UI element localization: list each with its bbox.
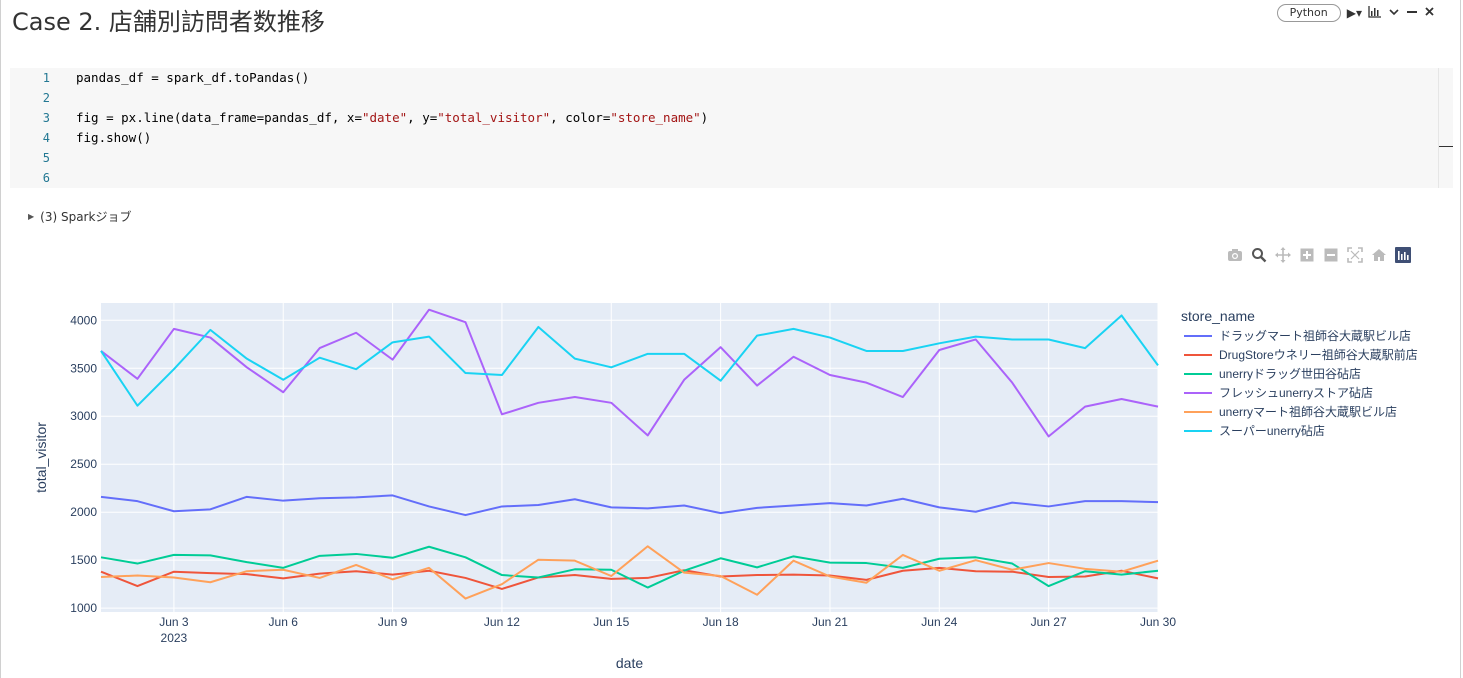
plot-modebar [1226,246,1412,264]
gridlines [101,303,1159,612]
x-tick-label: Jun 21 [812,615,848,629]
x-tick-label: Jun 3 [159,615,189,629]
x-tick-label: Jun 9 [378,615,408,629]
x-axis-ticks: Jun 3 Jun 6 Jun 9 Jun 12 Jun 15 Jun 18 Jun 21 J… [159,615,1176,629]
x-axis-title: date [616,655,643,671]
code-lines[interactable]: pandas_df = spark_df.toPandas() fig = px… [76,68,708,188]
camera-icon[interactable] [1226,246,1244,264]
editor-scrollbar[interactable] [1438,68,1453,188]
legend-label: ドラッグマート祖師谷大蔵駅ビル店 [1219,328,1411,343]
minimize-icon[interactable] [1406,6,1418,20]
legend-label: unerryマート祖師谷大蔵駅ビル店 [1219,404,1397,419]
y-tick-label: 2500 [70,457,97,471]
code-line[interactable]: fig.show() [76,128,708,148]
code-editor[interactable]: 1 2 3 4 5 6 pandas_df = spark_df.toPanda… [10,68,1453,188]
code-text: ) [700,110,709,125]
y-tick-label: 1000 [70,601,97,615]
code-line[interactable]: fig = px.line(data_frame=pandas_df, x="d… [76,108,708,128]
legend-title: store_name [1181,308,1255,324]
line-number: 5 [42,151,50,165]
string-literal: "total_visitor" [437,110,551,125]
chart-icon[interactable] [1368,5,1382,21]
legend-item[interactable]: スーパーunerry砧店 [1184,424,1325,438]
y-tick-label: 3000 [70,409,97,423]
legend-label: DrugStoreウネリー祖師谷大蔵駅前店 [1219,347,1418,362]
x-year-label: 2023 [161,631,188,645]
zoom-in-icon[interactable] [1298,246,1316,264]
line-number: 2 [42,91,50,105]
legend[interactable]: ドラッグマート祖師谷大蔵駅ビル店 DrugStoreウネリー祖師谷大蔵駅前店 une… [1184,328,1418,438]
series-line[interactable] [100,545,1159,600]
expand-triangle-icon: ▶ [28,212,35,221]
series-lines [100,308,1159,600]
string-literal: "store_name" [610,110,701,125]
y-tick-label: 4000 [70,313,97,327]
y-tick-label: 3500 [70,361,97,375]
legend-label: unerryドラッグ世田谷砧店 [1219,367,1361,381]
spark-jobs-toggle[interactable]: ▶ (3) Sparkジョブ [28,208,131,225]
legend-label: フレッシュunerryストア砧店 [1219,386,1373,400]
series-line[interactable] [100,545,1159,589]
y-axis-title: total_visitor [33,422,49,493]
line-number: 6 [42,171,50,185]
line-number: 3 [42,111,50,125]
code-line[interactable]: pandas_df = spark_df.toPandas() [76,68,708,88]
run-cell-icon[interactable]: ▶▾ [1346,6,1362,20]
x-tick-label: Jun 18 [703,615,739,629]
x-tick-label: Jun 24 [921,615,957,629]
series-line[interactable] [100,494,1159,517]
code-text: , y= [407,110,438,125]
x-tick-label: Jun 12 [484,615,520,629]
legend-item[interactable]: フレッシュunerryストア砧店 [1184,386,1373,400]
legend-label: スーパーunerry砧店 [1219,424,1325,438]
legend-item[interactable]: ドラッグマート祖師谷大蔵駅ビル店 [1184,328,1411,343]
y-tick-label: 1500 [70,553,97,567]
zoom-icon[interactable] [1250,246,1268,264]
x-tick-label: Jun 30 [1140,615,1176,629]
line-number: 1 [42,71,50,85]
home-icon[interactable] [1370,246,1388,264]
autoscale-icon[interactable] [1346,246,1364,264]
cell-toolbar: Python ▶▾ [1276,4,1435,22]
code-text: pandas_df = spark_df.toPandas() [76,70,310,85]
code-text: , color= [550,110,611,125]
cell-title: Case 2. 店舗別訪問者数推移 [12,8,325,36]
legend-item[interactable]: DrugStoreウネリー祖師谷大蔵駅前店 [1184,347,1418,362]
close-icon[interactable] [1424,6,1435,20]
spark-jobs-label: (3) Sparkジョブ [40,210,132,224]
plotly-logo-icon[interactable] [1394,246,1412,264]
y-axis-ticks: 1000 1500 2000 2500 3000 3500 4000 [70,313,97,615]
x-tick-label: Jun 27 [1031,615,1067,629]
x-tick-label: Jun 15 [593,615,629,629]
series-line[interactable] [100,308,1159,438]
legend-item[interactable]: unerryマート祖師谷大蔵駅ビル店 [1184,404,1397,419]
line-number-gutter: 1 2 3 4 5 6 [10,68,56,188]
y-tick-label: 2000 [70,505,97,519]
scrollbar-marker [1439,146,1453,147]
language-selector[interactable]: Python [1276,4,1341,22]
line-number: 4 [42,131,50,145]
pan-icon[interactable] [1274,246,1292,264]
zoom-out-icon[interactable] [1322,246,1340,264]
code-text: fig = px.line(data_frame=pandas_df, x= [76,110,362,125]
chevron-down-icon[interactable] [1388,6,1400,20]
string-literal: "date" [361,110,408,125]
series-line[interactable] [100,314,1159,407]
legend-item[interactable]: unerryドラッグ世田谷砧店 [1184,367,1361,381]
code-text: fig.show() [76,130,152,145]
x-tick-label: Jun 6 [269,615,299,629]
